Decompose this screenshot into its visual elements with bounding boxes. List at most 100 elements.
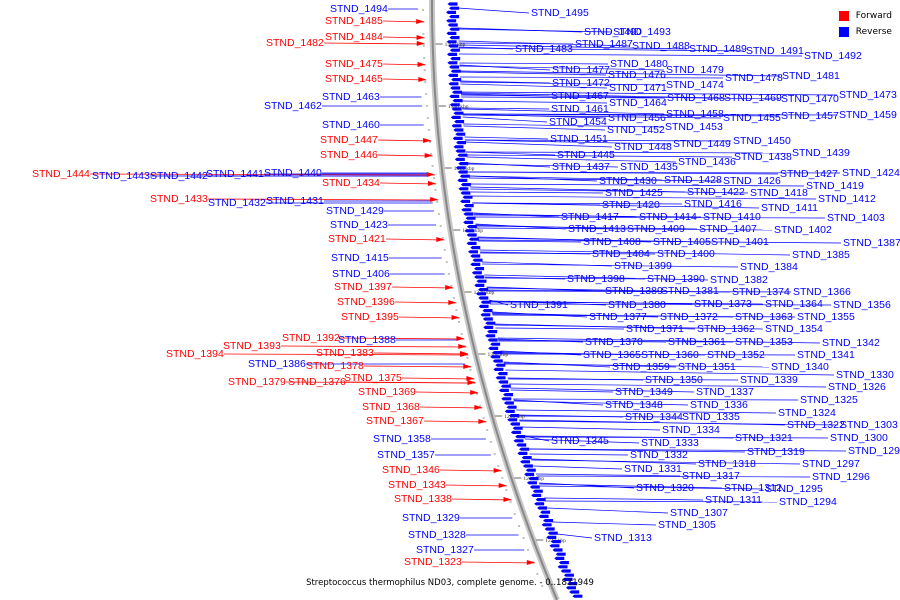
reverse-gene-label: STND_1386 <box>248 358 306 370</box>
reverse-connector <box>521 426 661 431</box>
reverse-gene-label: STND_1476 <box>608 69 666 81</box>
reverse-gene <box>474 275 485 279</box>
reverse-connector <box>476 227 773 231</box>
reverse-connector <box>524 438 640 444</box>
reverse-gene-label: STND_1428 <box>664 174 722 186</box>
reverse-gene <box>447 52 458 56</box>
reverse-gene-label: STND_1370 <box>585 336 643 348</box>
forward-gene <box>436 237 445 242</box>
reverse-connector <box>479 249 791 256</box>
reverse-connector <box>460 80 551 84</box>
reverse-connector <box>464 136 549 140</box>
reverse-gene-label: STND_1471 <box>609 82 667 94</box>
map-caption: Streptococcus thermophilus ND03, complet… <box>306 578 594 588</box>
forward-gene-label: STND_1447 <box>320 134 378 146</box>
reverse-gene <box>447 2 458 6</box>
legend-swatch-reverse <box>838 27 849 37</box>
reverse-gene-label: STND_1334 <box>662 424 720 436</box>
reverse-gene-label: STND_1472 <box>552 77 610 89</box>
forward-connector <box>223 353 469 356</box>
backbone <box>431 0 558 600</box>
forward-gene-label: STND_1484 <box>325 31 383 43</box>
reverse-gene-label: STND_1481 <box>782 70 840 82</box>
reverse-gene-label: STND_1390 <box>647 273 705 285</box>
reverse-gene-label: STND_1453 <box>665 121 723 133</box>
reverse-gene-label: STND_1464 <box>609 97 667 109</box>
reverse-gene <box>466 241 477 245</box>
reverse-connector <box>518 415 681 418</box>
reverse-gene <box>478 304 489 308</box>
reverse-connector <box>462 113 838 116</box>
reverse-gene <box>449 94 460 98</box>
forward-gene <box>423 138 432 143</box>
reverse-gene-label: STND_1351 <box>678 361 736 373</box>
reverse-gene-label: STND_1479 <box>666 64 724 76</box>
reverse-connector <box>468 175 663 181</box>
reverse-gene <box>474 283 485 287</box>
reverse-gene-label: STND_1455 <box>723 112 781 124</box>
reverse-gene <box>449 6 460 10</box>
reverse-connector <box>523 435 550 442</box>
reverse-gene-label: STND_1490 <box>584 26 642 38</box>
reverse-gene-label: STND_1410 <box>703 211 761 223</box>
forward-connector <box>377 154 433 157</box>
reverse-gene <box>470 246 481 250</box>
reverse-gene-label: STND_1431 <box>266 195 324 207</box>
reverse-connector <box>459 64 551 71</box>
reverse-connector <box>464 139 732 142</box>
forward-gene <box>493 468 502 473</box>
reverse-gene <box>488 346 499 350</box>
reverse-gene-label: STND_1354 <box>765 323 823 335</box>
reverse-gene-label: STND_1340 <box>771 361 829 373</box>
forward-gene-label: STND_1475 <box>325 58 383 70</box>
forward-connector <box>373 352 469 355</box>
reverse-connector <box>460 81 665 86</box>
forward-gene-label: STND_1485 <box>325 15 383 27</box>
reverse-gene-label: STND_1402 <box>774 224 832 236</box>
reverse-connector <box>461 94 780 100</box>
reverse-gene <box>520 460 531 464</box>
reverse-gene <box>526 481 537 485</box>
reverse-gene <box>516 443 527 447</box>
reverse-connector <box>477 239 842 244</box>
reverse-gene-label: STND_1331 <box>624 463 682 475</box>
reverse-gene-label: STND_1463 <box>322 91 380 103</box>
forward-gene <box>451 315 460 320</box>
reverse-gene-label: STND_1439 <box>792 147 850 159</box>
reverse-connector <box>462 108 665 115</box>
reverse-gene <box>563 573 574 577</box>
reverse-gene <box>457 153 468 157</box>
reverse-gene-label: STND_1408 <box>583 236 641 248</box>
reverse-gene <box>450 115 461 119</box>
reverse-gene <box>454 157 465 161</box>
reverse-gene-label: STND_1364 <box>765 298 823 310</box>
reverse-connector <box>536 475 811 478</box>
reverse-gene-label: STND_1423 <box>330 219 388 231</box>
reverse-gene-label: STND_1399 <box>614 260 672 272</box>
reverse-gene-label: STND_1363 <box>735 311 793 323</box>
reverse-gene <box>497 372 508 376</box>
reverse-gene-label: STND_1443 <box>92 170 150 182</box>
tick-label: 1300 kbp <box>488 352 509 358</box>
forward-gene <box>424 153 433 158</box>
reverse-gene-label: STND_1296 <box>812 471 870 483</box>
reverse-gene-label: STND_1381 <box>661 285 719 297</box>
reverse-connector <box>533 465 623 470</box>
reverse-gene <box>447 73 458 77</box>
reverse-gene-label: STND_1458 <box>666 108 724 120</box>
reverse-gene-label: STND_1305 <box>658 519 716 531</box>
forward-gene <box>426 172 435 177</box>
reverse-gene-label: STND_1488 <box>632 40 690 52</box>
reverse-gene-label: STND_1336 <box>690 399 748 411</box>
forward-gene-label: STND_1396 <box>337 296 395 308</box>
reverse-gene-label: STND_1414 <box>639 211 697 223</box>
reverse-gene <box>447 61 458 65</box>
reverse-gene-label: STND_1350 <box>645 374 703 386</box>
reverse-connector <box>536 473 681 477</box>
forward-gene <box>418 77 427 82</box>
reverse-gene-label: STND_1474 <box>666 79 724 91</box>
reverse-connector <box>464 139 672 145</box>
forward-gene-label: STND_1392 <box>282 332 340 344</box>
reverse-gene <box>453 111 464 115</box>
